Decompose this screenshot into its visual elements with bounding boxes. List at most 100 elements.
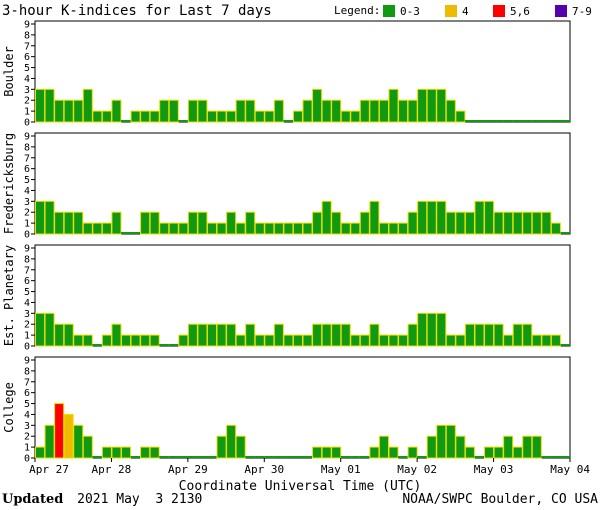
- k-index-bar: [503, 435, 514, 459]
- k-index-bar: [445, 211, 456, 235]
- k-index-bar: [426, 200, 437, 235]
- k-index-bar-zero: [560, 456, 570, 458]
- k-index-bar: [235, 99, 246, 123]
- y-tick-label: 7: [24, 41, 30, 52]
- k-index-bar: [369, 99, 380, 123]
- k-index-bar: [35, 200, 46, 235]
- k-index-bar: [130, 334, 141, 347]
- k-index-bar: [73, 424, 84, 459]
- k-index-bar: [522, 435, 533, 459]
- k-index-bar-zero: [159, 344, 169, 346]
- k-index-bar: [312, 211, 323, 235]
- k-index-bar: [216, 435, 227, 459]
- k-index-bar: [101, 110, 112, 123]
- k-index-bar: [159, 222, 170, 235]
- k-index-bar: [550, 334, 561, 347]
- panel-label: Est. Planetary: [2, 245, 16, 346]
- legend-label-3: 7-9: [572, 5, 592, 18]
- x-tick-label: May 04: [550, 463, 590, 476]
- k-index-bar: [149, 334, 160, 347]
- k-index-bar-zero: [120, 120, 131, 122]
- k-index-bar: [512, 446, 523, 459]
- k-index-bar: [388, 334, 399, 347]
- y-tick-label: 7: [24, 265, 30, 276]
- panel-label: Boulder: [2, 46, 16, 97]
- k-index-bar-zero: [550, 120, 561, 122]
- k-index-bar-zero: [503, 120, 513, 122]
- k-index-bar-zero: [522, 120, 532, 122]
- k-index-bar: [101, 446, 112, 459]
- y-tick-label: 1: [24, 219, 30, 230]
- k-index-bar: [350, 334, 361, 347]
- k-index-bar: [226, 424, 237, 459]
- k-index-bar: [292, 222, 304, 235]
- k-index-bar: [331, 211, 342, 235]
- k-index-bar: [187, 323, 198, 347]
- k-index-bar-zero: [292, 456, 303, 458]
- k-index-bar: [378, 222, 389, 235]
- k-index-bar: [140, 110, 151, 123]
- k-index-bar: [340, 222, 351, 235]
- k-index-bar: [455, 334, 466, 347]
- k-index-bar: [283, 222, 294, 235]
- k-index-bar: [417, 88, 428, 123]
- y-tick-label: 3: [24, 197, 30, 208]
- legend-label-2: 5,6: [510, 5, 530, 18]
- y-tick-label: 6: [24, 388, 30, 399]
- k-index-bar: [378, 435, 389, 459]
- x-tick-label: May 02: [397, 463, 437, 476]
- k-index-bar: [378, 334, 389, 347]
- k-index-bar: [197, 99, 208, 123]
- y-tick-label: 4: [24, 410, 30, 421]
- k-index-bar: [178, 334, 189, 347]
- k-index-bar: [426, 88, 437, 123]
- y-tick-label: 5: [24, 63, 30, 74]
- k-index-bar: [54, 323, 65, 347]
- k-index-bar: [436, 424, 447, 459]
- k-index-bar: [149, 211, 160, 235]
- chart-title: 3-hour K-indices for Last 7 days: [2, 3, 272, 19]
- k-index-bar-zero: [178, 456, 188, 458]
- k-index-bar: [254, 110, 265, 123]
- k-index-bar: [493, 211, 504, 235]
- k-index-bar: [111, 446, 122, 459]
- k-index-bar: [340, 323, 351, 347]
- k-index-bar: [273, 222, 284, 235]
- k-index-bar: [206, 222, 218, 235]
- k-index-bar: [140, 334, 151, 347]
- k-index-bar: [312, 446, 323, 459]
- k-index-bar: [331, 323, 342, 347]
- k-index-bar-zero: [273, 456, 284, 458]
- y-tick-label: 4: [24, 74, 30, 85]
- y-tick-label: 2: [24, 96, 30, 107]
- k-index-bar-zero: [464, 120, 475, 122]
- k-index-bar: [331, 99, 342, 123]
- k-index-bar: [63, 323, 74, 347]
- k-index-bar: [82, 88, 93, 123]
- k-index-bar-zero: [92, 344, 102, 346]
- k-index-bar: [197, 211, 208, 235]
- k-index-bar: [445, 334, 456, 347]
- k-index-bar-zero: [493, 120, 504, 122]
- k-index-bar: [44, 200, 55, 235]
- y-tick-label: 5: [24, 399, 30, 410]
- k-index-bar: [369, 446, 380, 459]
- k-index-bar: [464, 211, 475, 235]
- k-index-bar: [455, 435, 466, 459]
- k-index-bar: [398, 99, 409, 123]
- k-index-bar-zero: [541, 120, 551, 122]
- k-index-bar-zero: [283, 120, 293, 122]
- k-index-bar: [369, 200, 380, 235]
- k-index-bar-zero: [283, 456, 293, 458]
- k-index-bar-zero: [130, 456, 141, 458]
- panel-label: Fredericksburg: [2, 133, 16, 234]
- k-index-bar: [254, 222, 265, 235]
- y-tick-label: 3: [24, 421, 30, 432]
- y-tick-label: 3: [24, 309, 30, 320]
- k-index-bar: [321, 446, 332, 459]
- y-tick-label: 0: [24, 454, 30, 465]
- k-index-bar: [63, 99, 74, 123]
- k-index-bar: [331, 446, 342, 459]
